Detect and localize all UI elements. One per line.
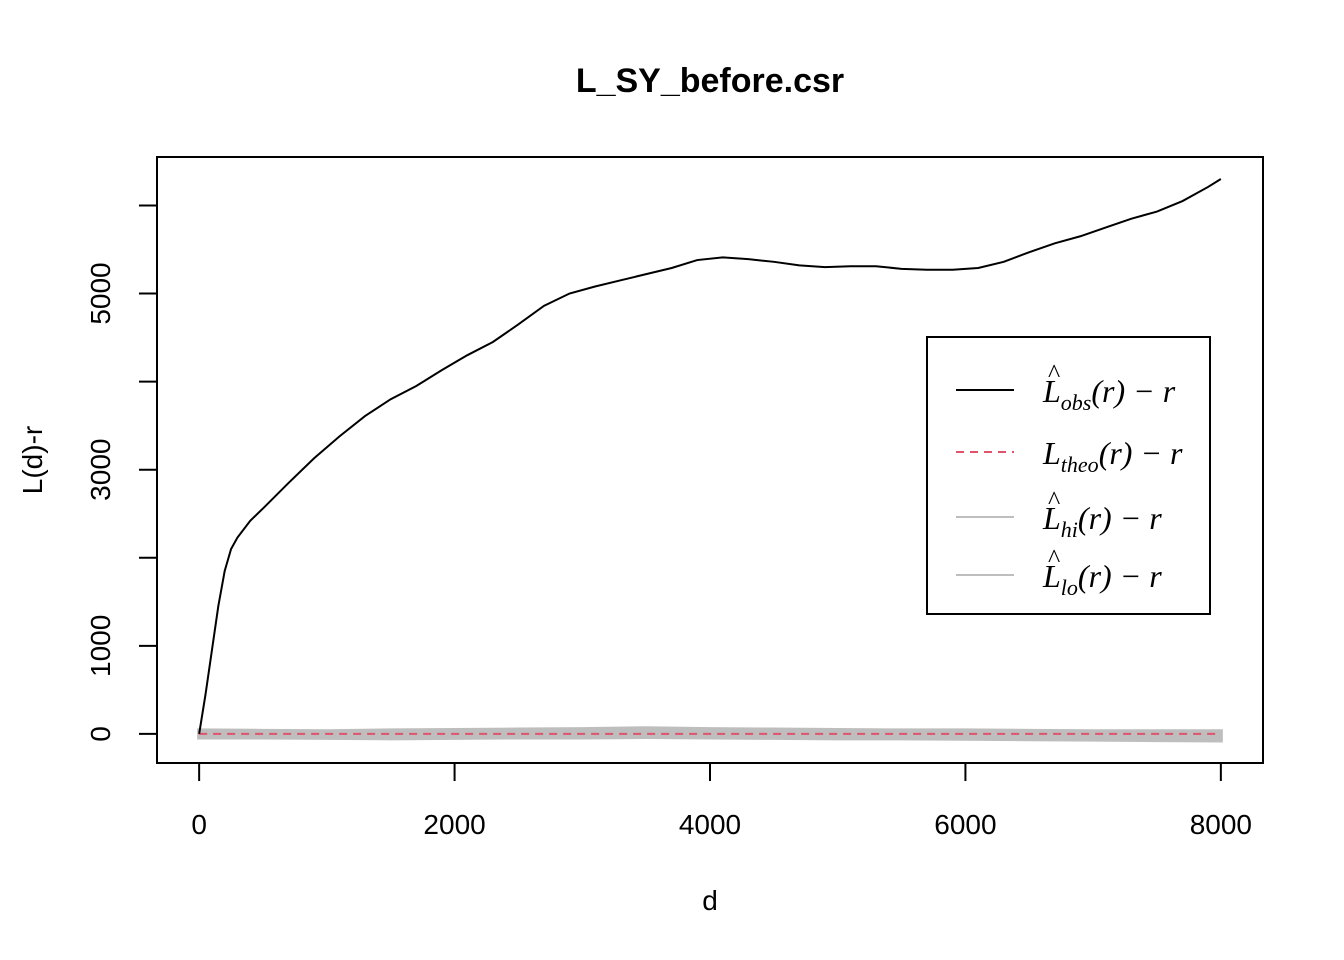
legend-label-lo: Llo(r) − r	[1042, 558, 1162, 600]
x-axis: 0 2000 4000 6000 8000	[191, 762, 1252, 840]
x-tick-label: 4000	[679, 809, 741, 840]
x-tick-label: 6000	[934, 809, 996, 840]
legend-label-theo: Ltheo(r) − r	[1042, 435, 1183, 477]
legend-item-theo: Ltheo(r) − r	[956, 435, 1183, 477]
legend-item-lo: Llo(r) − r^	[956, 544, 1162, 600]
legend-box	[926, 336, 1211, 615]
y-axis: 0 1000 3000 5000	[85, 204, 158, 742]
chart-title: L_SY_before.csr	[576, 62, 844, 100]
series-line-lo	[199, 736, 1221, 742]
legend-item-obs: Lobs(r) − r^	[956, 359, 1176, 415]
x-tick-label: 2000	[423, 809, 485, 840]
series-line-hi	[199, 727, 1221, 733]
legend-item-hi: Lhi(r) − r^	[956, 486, 1162, 542]
x-tick-label: 8000	[1190, 809, 1252, 840]
legend-label-obs: Lobs(r) − r	[1042, 373, 1176, 415]
y-tick-label: 5000	[85, 262, 116, 324]
x-axis-label: d	[702, 885, 718, 916]
y-axis-label: L(d)-r	[17, 426, 48, 494]
x-tick-label: 0	[191, 809, 207, 840]
series-layer	[198, 178, 1222, 742]
legend-hat-lo: ^	[1048, 544, 1060, 573]
legend-label-hi: Lhi(r) − r	[1042, 500, 1162, 542]
legend-hat-hi: ^	[1048, 486, 1060, 515]
series-line-obs	[198, 178, 1222, 735]
y-tick-label: 1000	[85, 615, 116, 677]
y-tick-label: 3000	[85, 439, 116, 501]
y-tick-label: 0	[85, 726, 116, 742]
legend-hat-obs: ^	[1048, 359, 1060, 388]
